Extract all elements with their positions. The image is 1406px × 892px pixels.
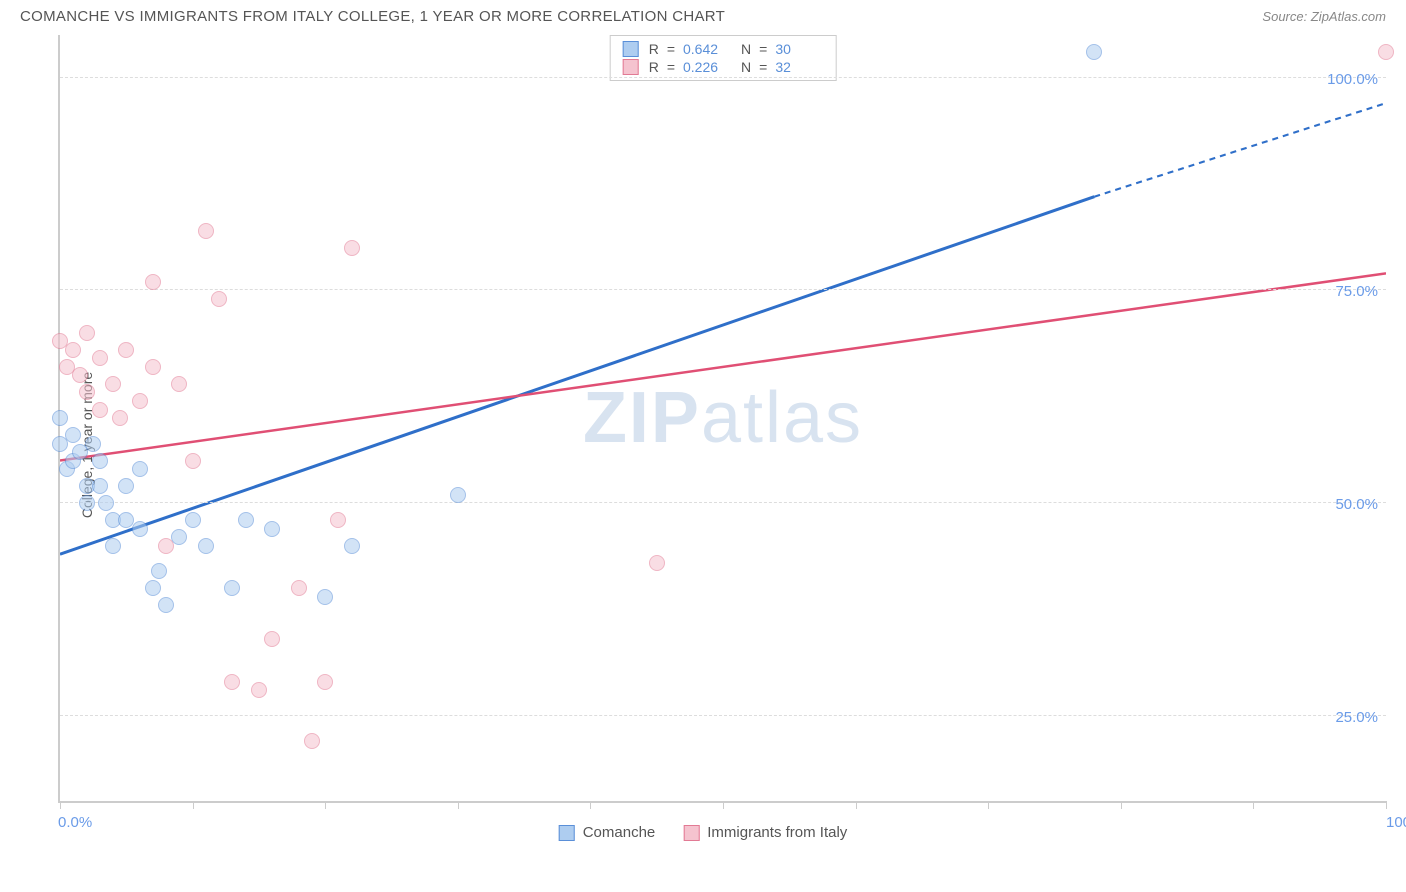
x-tick xyxy=(1121,801,1122,809)
data-point xyxy=(1086,44,1102,60)
gridline xyxy=(60,715,1386,716)
data-point xyxy=(264,631,280,647)
data-point xyxy=(171,376,187,392)
data-point xyxy=(224,674,240,690)
x-tick-label: 0.0% xyxy=(58,814,92,831)
legend-label: Comanche xyxy=(583,824,656,841)
data-point xyxy=(105,538,121,554)
gridline xyxy=(60,289,1386,290)
gridline xyxy=(60,77,1386,78)
data-point xyxy=(151,563,167,579)
data-point xyxy=(72,367,88,383)
x-tick xyxy=(988,801,989,809)
data-point xyxy=(224,580,240,596)
data-point xyxy=(79,495,95,511)
data-point xyxy=(132,521,148,537)
x-tick xyxy=(590,801,591,809)
data-point xyxy=(145,580,161,596)
watermark: ZIPatlas xyxy=(583,377,863,459)
data-point xyxy=(264,521,280,537)
y-tick-label: 25.0% xyxy=(1335,709,1378,726)
data-point xyxy=(238,512,254,528)
x-tick xyxy=(458,801,459,809)
data-point xyxy=(92,402,108,418)
data-point xyxy=(185,512,201,528)
data-point xyxy=(330,512,346,528)
x-tick xyxy=(60,801,61,809)
source-attribution: Source: ZipAtlas.com xyxy=(1262,9,1386,24)
data-point xyxy=(65,342,81,358)
data-point xyxy=(317,674,333,690)
y-tick-label: 75.0% xyxy=(1335,284,1378,301)
data-point xyxy=(79,325,95,341)
series-legend: Comanche Immigrants from Italy xyxy=(559,824,848,841)
data-point xyxy=(132,461,148,477)
legend-swatch xyxy=(623,41,639,57)
data-point xyxy=(185,453,201,469)
data-point xyxy=(52,410,68,426)
chart-title: COMANCHE VS IMMIGRANTS FROM ITALY COLLEG… xyxy=(20,8,725,25)
legend-row: R=0.642N=30 xyxy=(623,40,824,58)
x-tick xyxy=(723,801,724,809)
data-point xyxy=(112,410,128,426)
data-point xyxy=(158,538,174,554)
data-point xyxy=(79,384,95,400)
x-tick xyxy=(193,801,194,809)
data-point xyxy=(1378,44,1394,60)
x-tick xyxy=(856,801,857,809)
data-point xyxy=(344,538,360,554)
data-point xyxy=(450,487,466,503)
legend-item: Immigrants from Italy xyxy=(683,824,847,841)
correlation-legend: R=0.642N=30R=0.226N=32 xyxy=(610,35,837,81)
chart-area: College, 1 year or more ZIPatlas R=0.642… xyxy=(20,35,1386,855)
data-point xyxy=(65,427,81,443)
y-tick-label: 50.0% xyxy=(1335,496,1378,513)
x-tick xyxy=(1386,801,1387,809)
legend-item: Comanche xyxy=(559,824,656,841)
data-point xyxy=(145,359,161,375)
legend-row: R=0.226N=32 xyxy=(623,58,824,76)
data-point xyxy=(98,495,114,511)
data-point xyxy=(251,682,267,698)
data-point xyxy=(92,478,108,494)
data-point xyxy=(145,274,161,290)
data-point xyxy=(132,393,148,409)
data-point xyxy=(211,291,227,307)
data-point xyxy=(92,453,108,469)
data-point xyxy=(317,589,333,605)
legend-swatch xyxy=(683,825,699,841)
plot-region: ZIPatlas R=0.642N=30R=0.226N=32 25.0% 50.… xyxy=(58,35,1386,803)
gridline xyxy=(60,502,1386,503)
data-point xyxy=(92,350,108,366)
data-point xyxy=(118,478,134,494)
data-point xyxy=(105,376,121,392)
data-point xyxy=(649,555,665,571)
legend-label: Immigrants from Italy xyxy=(707,824,847,841)
x-tick xyxy=(325,801,326,809)
y-tick-label: 100.0% xyxy=(1327,71,1378,88)
data-point xyxy=(344,240,360,256)
data-point xyxy=(85,436,101,452)
data-point xyxy=(291,580,307,596)
data-point xyxy=(198,223,214,239)
legend-swatch xyxy=(623,59,639,75)
legend-swatch xyxy=(559,825,575,841)
data-point xyxy=(158,597,174,613)
x-tick xyxy=(1253,801,1254,809)
data-point xyxy=(304,733,320,749)
data-point xyxy=(198,538,214,554)
data-point xyxy=(118,342,134,358)
